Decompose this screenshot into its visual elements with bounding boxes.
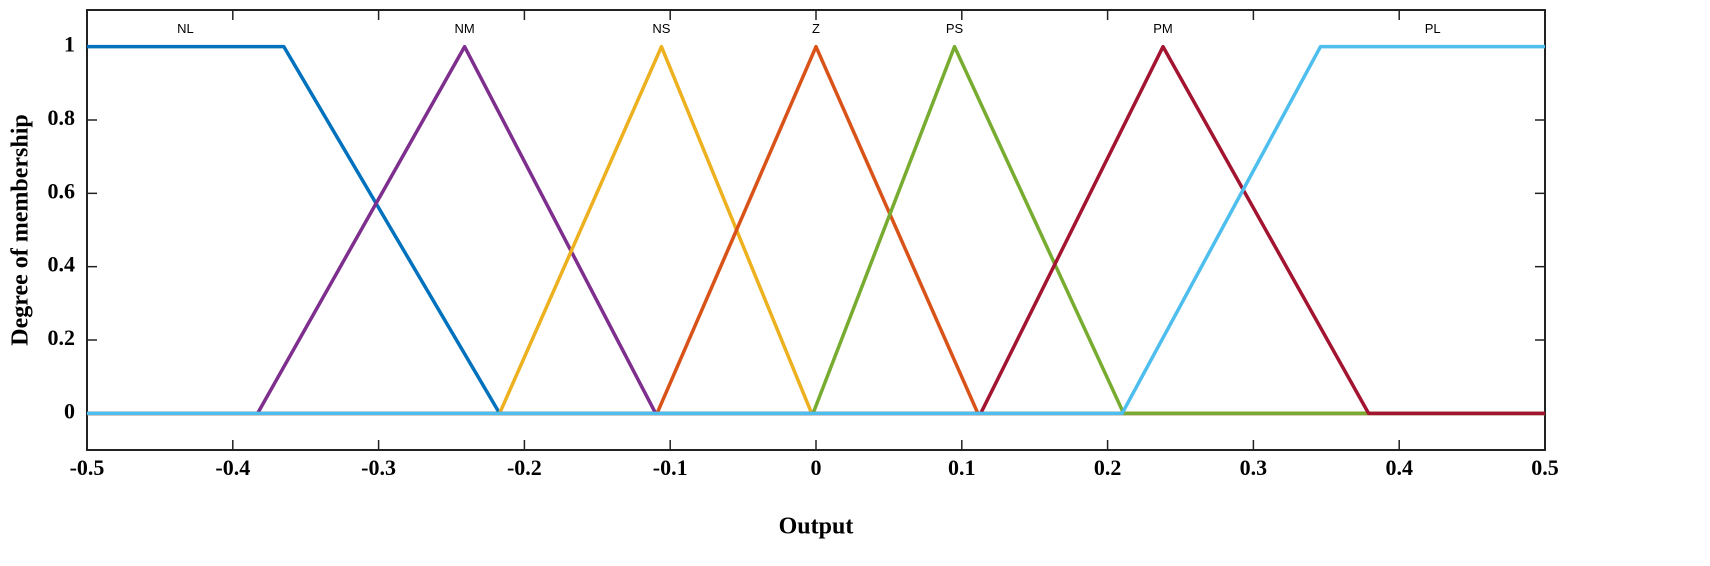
x-tick-label: -0.4 [215,455,250,480]
x-tick-label: 0.1 [948,455,976,480]
series-label: PL [1425,21,1441,36]
y-tick-label: 0.6 [48,178,76,203]
x-tick-label: -0.5 [70,455,105,480]
y-tick-label: 0 [64,398,75,423]
membership-line [87,44,1545,416]
plot-frame [86,9,1546,451]
series-label: Z [812,21,820,36]
series-label: NL [177,21,194,36]
y-axis-label: Degree of membership [8,114,34,346]
x-tick-label: 0 [811,455,822,480]
x-tick-label: -0.3 [361,455,396,480]
y-tick-label: 1 [64,32,75,57]
y-tick-label: 0.8 [48,105,76,130]
series-label: NS [652,21,670,36]
x-tick-label: -0.2 [507,455,542,480]
x-tick-label: 0.3 [1240,455,1268,480]
series-label: PM [1153,21,1173,36]
y-tick-label: 0.4 [48,252,76,277]
x-axis-label: Output [779,514,854,540]
x-tick-label: -0.1 [653,455,688,480]
x-tick-label: 0.4 [1385,455,1413,480]
x-tick-label: 0.2 [1094,455,1122,480]
series-label: PS [946,21,964,36]
x-tick-label: 0.5 [1531,455,1559,480]
series-label: NM [455,21,475,36]
y-tick-label: 0.2 [48,325,76,350]
